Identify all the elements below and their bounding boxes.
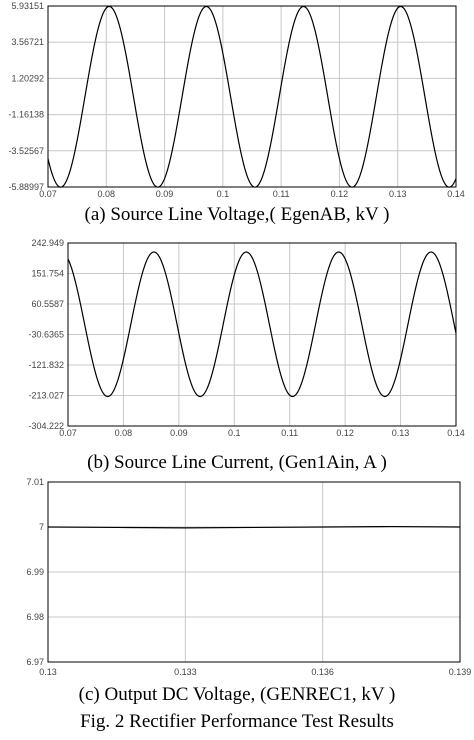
x-tick-label: 0.13 xyxy=(39,667,57,677)
x-tick-label: 0.07 xyxy=(39,189,57,199)
plot-frame xyxy=(47,5,457,188)
plot-frame xyxy=(47,481,461,663)
series-line xyxy=(67,251,457,398)
y-tick-label: 3.56721 xyxy=(11,37,44,47)
x-tick-label: 0.1 xyxy=(228,428,241,438)
x-tick-label: 0.136 xyxy=(311,667,334,677)
x-tick-label: 0.14 xyxy=(447,428,465,438)
series-line xyxy=(47,525,461,529)
figure-caption: Fig. 2 Rectifier Performance Test Result… xyxy=(80,711,394,732)
y-tick-label: 6.98 xyxy=(26,612,44,622)
x-tick-label: 0.12 xyxy=(336,428,354,438)
x-tick-label: 0.1 xyxy=(217,189,230,199)
y-tick-label: -30.6365 xyxy=(28,330,64,340)
chart-caption: (c) Output DC Voltage, (GENREC1, kV ) xyxy=(79,684,396,705)
y-tick-label: 60.5587 xyxy=(31,299,64,309)
y-tick-label: 151.754 xyxy=(31,268,64,278)
x-tick-label: 0.13 xyxy=(392,428,410,438)
y-tick-label: -1.16138 xyxy=(8,110,44,120)
x-tick-label: 0.11 xyxy=(273,189,290,199)
x-tick-label: 0.11 xyxy=(281,428,298,438)
x-tick-label: 0.07 xyxy=(59,428,77,438)
y-tick-label: 1.20292 xyxy=(11,73,44,83)
y-tick-label: 7.01 xyxy=(26,477,44,487)
chart-output-dc-voltage: 0.13 0.133 0.136 0.139 7.01 7 6.99 6.98 6.97 (c) … xyxy=(26,477,471,705)
y-tick-label: 6.99 xyxy=(26,567,44,577)
x-tick-label: 0.12 xyxy=(331,189,349,199)
y-tick-label: -3.52567 xyxy=(8,146,44,156)
x-tick-label: 0.133 xyxy=(174,667,197,677)
y-tick-label: -304.222 xyxy=(28,421,64,431)
series-line xyxy=(47,5,457,188)
plot-frame xyxy=(67,242,457,427)
y-tick-label: -213.027 xyxy=(28,391,64,401)
x-tick-label: 0.08 xyxy=(115,428,133,438)
x-tick-label: 0.13 xyxy=(389,189,407,199)
chart-source-line-voltage: 0.07 0.08 0.09 0.1 0.11 0.12 0.13 0.14 5.93151 3.… xyxy=(8,1,464,225)
x-tick-label: 0.09 xyxy=(156,189,174,199)
y-tick-label: 7 xyxy=(39,522,44,532)
x-tick-label: 0.14 xyxy=(447,189,465,199)
y-tick-label: 5.93151 xyxy=(11,1,44,11)
y-tick-label: -121.832 xyxy=(28,360,64,370)
x-tick-label: 0.08 xyxy=(98,189,116,199)
chart-source-line-current: 0.07 0.08 0.09 0.1 0.11 0.12 0.13 0.14 242.949 15… xyxy=(28,238,464,473)
y-tick-label: -5.88997 xyxy=(8,182,44,192)
x-tick-label: 0.139 xyxy=(449,667,472,677)
x-tick-label: 0.09 xyxy=(170,428,188,438)
y-tick-label: 242.949 xyxy=(31,238,64,248)
y-tick-label: 6.97 xyxy=(26,657,44,667)
chart-caption: (b) Source Line Current, (Gen1Ain, A ) xyxy=(87,452,387,473)
chart-caption: (a) Source Line Voltage,( EgenAB, kV ) xyxy=(85,204,390,225)
